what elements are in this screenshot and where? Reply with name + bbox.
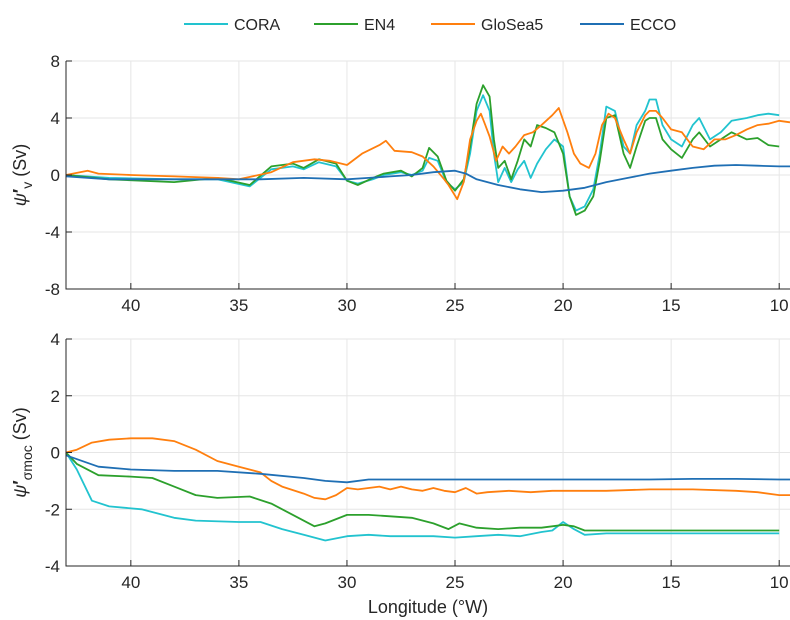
x-tick-label: 35 <box>229 296 248 315</box>
legend: CORA EN4 GloSea5 ECCO <box>184 17 676 34</box>
x-tick-label: 25 <box>446 573 465 592</box>
legend-label-glosea5: GloSea5 <box>481 17 543 34</box>
x-tick-label: 25 <box>446 296 465 315</box>
x-tick-label: 15 <box>662 296 681 315</box>
x-tick-label: 30 <box>337 573 356 592</box>
x-tick-label: 40 <box>121 573 140 592</box>
x-tick-label: 30 <box>337 296 356 315</box>
series-line-cora <box>65 452 780 542</box>
series-line-cora <box>65 94 780 212</box>
series-line-en4 <box>65 451 780 532</box>
series-line-en4 <box>65 84 780 216</box>
legend-label-cora: CORA <box>234 17 281 34</box>
legend-label-ecco: ECCO <box>630 17 676 34</box>
x-tick-label: 20 <box>554 296 573 315</box>
y-axis-label: ψ′v (Sv) <box>10 144 35 206</box>
x-tick-label: 10 <box>770 296 789 315</box>
legend-label-en4: EN4 <box>364 17 395 34</box>
series-line-ecco <box>65 164 790 193</box>
x-tick-label: 10 <box>770 573 789 592</box>
y-tick-label: 4 <box>51 330 60 349</box>
y-tick-label: 0 <box>51 444 60 463</box>
y-tick-label: -2 <box>45 500 60 519</box>
x-tick-label: 15 <box>662 573 681 592</box>
bottom-panel: 420-2-440 35 30 25 20 15 10ψ′σmoc (Sv)Longitud… <box>10 330 790 617</box>
series-line-glosea5 <box>65 437 790 501</box>
top-panel: 840-4-840 35 30 25 20 15 10ψ′v (Sv) <box>10 52 790 315</box>
y-axis-label: ψ′σmoc (Sv) <box>10 407 35 498</box>
series-line-ecco <box>65 454 790 484</box>
y-tick-label: -4 <box>45 557 60 576</box>
x-tick-label: 20 <box>554 573 573 592</box>
x-axis-label: Longitude (°W) <box>368 597 488 617</box>
y-tick-label: 2 <box>51 387 60 406</box>
y-tick-label: -8 <box>45 280 60 299</box>
x-tick-label: 35 <box>229 573 248 592</box>
y-tick-label: 0 <box>51 166 60 185</box>
y-tick-label: 4 <box>51 109 60 128</box>
x-tick-label: 40 <box>121 296 140 315</box>
y-tick-label: -4 <box>45 223 60 242</box>
y-tick-label: 8 <box>51 52 60 71</box>
series-line-glosea5 <box>65 107 790 201</box>
